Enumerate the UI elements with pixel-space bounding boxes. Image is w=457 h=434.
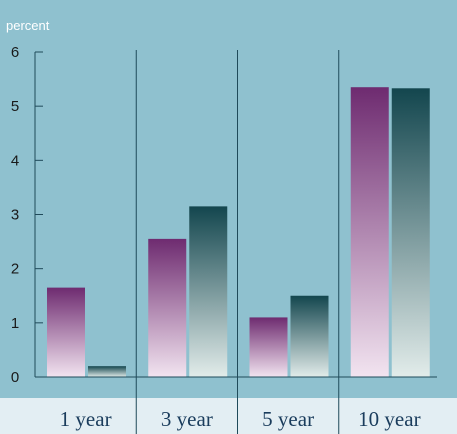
y-tick-label: 3 bbox=[11, 207, 19, 224]
y-tick-label: 6 bbox=[11, 44, 19, 61]
y-tick-label: 5 bbox=[11, 98, 19, 115]
category-label: 10 year bbox=[358, 407, 420, 431]
y-tick-label: 1 bbox=[11, 315, 19, 332]
bars bbox=[47, 87, 430, 378]
category-label-band bbox=[0, 398, 457, 434]
bar-series-1-5-year bbox=[249, 317, 288, 377]
bar-series-1-10-year bbox=[350, 87, 389, 377]
category-label: 5 year bbox=[262, 407, 314, 431]
y-tick-label: 4 bbox=[11, 152, 19, 169]
category-label: 3 year bbox=[161, 407, 213, 431]
category-dividers bbox=[135, 50, 340, 434]
bar-series-2-10-year bbox=[391, 88, 430, 378]
bar-series-1-3-year bbox=[148, 238, 187, 377]
y-axis-unit-label: percent bbox=[6, 18, 50, 33]
category-labels: 1 year 3 year 5 year 10 year bbox=[60, 407, 421, 431]
bar-series-1-1-year bbox=[47, 287, 85, 377]
y-tick-label: 2 bbox=[11, 261, 19, 278]
bar-series-2-1-year bbox=[88, 366, 126, 377]
category-label: 1 year bbox=[60, 407, 112, 431]
y-axis: 0 1 2 3 4 5 6 bbox=[11, 44, 437, 386]
bar-series-2-3-year bbox=[189, 206, 228, 377]
y-tick-label: 0 bbox=[11, 369, 19, 386]
bar-series-2-5-year bbox=[290, 295, 329, 377]
